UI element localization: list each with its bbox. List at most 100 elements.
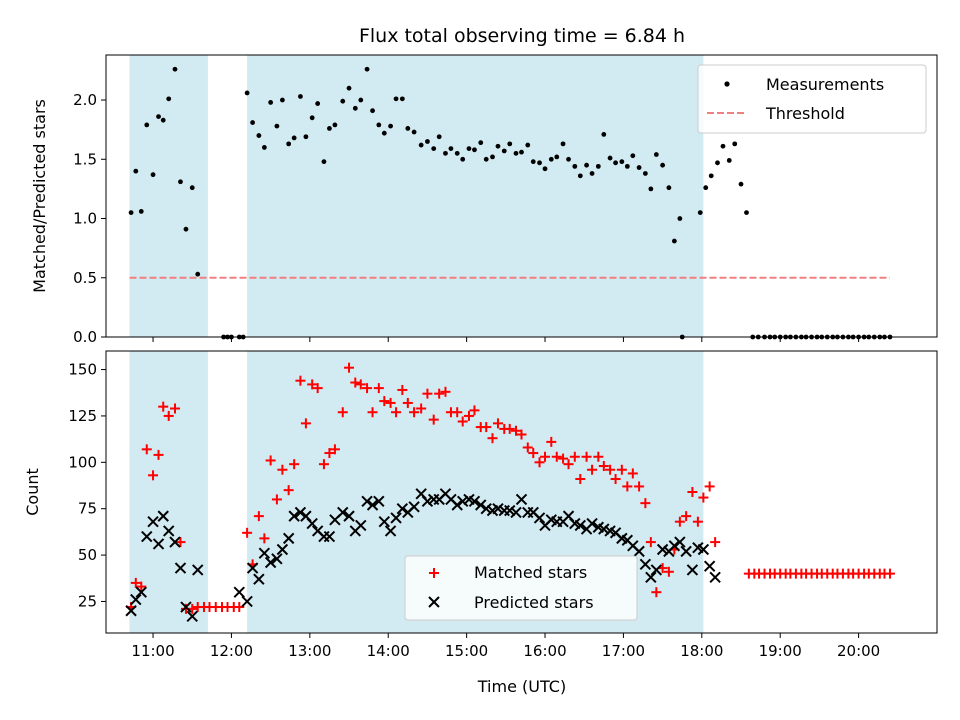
measurement-point xyxy=(589,171,595,176)
predicted-star-stroke xyxy=(306,517,318,530)
measurement-point xyxy=(653,152,659,157)
measurement-point xyxy=(636,165,642,170)
predicted-star-stroke xyxy=(366,499,379,511)
measurement-point xyxy=(298,94,303,99)
predicted-star-point xyxy=(456,495,469,507)
predicted-star-stroke xyxy=(343,510,355,522)
matched-star-point xyxy=(409,407,420,418)
predicted-star-stroke xyxy=(246,562,259,574)
predicted-star-stroke xyxy=(674,536,686,548)
predicted-star-point xyxy=(475,499,487,511)
measurement-point xyxy=(156,114,161,120)
predicted-star-point xyxy=(180,601,192,613)
bottom-legend: Matched stars Predicted stars xyxy=(404,555,638,621)
matched-star-point xyxy=(651,587,662,598)
measurement-point xyxy=(472,147,477,153)
predicted-star-stroke xyxy=(533,512,546,524)
measurement-point xyxy=(630,153,636,159)
predicted-star-stroke xyxy=(300,510,312,522)
matched-star-point xyxy=(153,449,164,460)
predicted-star-stroke xyxy=(323,530,336,543)
predicted-star-stroke xyxy=(233,586,245,598)
measurement-point xyxy=(744,210,749,215)
matched-star-point xyxy=(324,448,335,459)
predicted-star-stroke xyxy=(373,495,385,507)
predicted-star-point xyxy=(135,586,147,598)
measurement-point xyxy=(513,150,519,156)
predicted-star-stroke xyxy=(668,540,681,552)
measurement-point xyxy=(448,146,454,152)
measurement-point xyxy=(548,156,554,162)
predicted-star-point xyxy=(408,501,420,513)
measurement-point xyxy=(358,97,364,103)
predicted-star-stroke xyxy=(639,558,652,571)
measurement-point xyxy=(490,154,495,160)
x-tick-label: 14:00 xyxy=(367,642,410,660)
predicted-star-point xyxy=(492,502,504,515)
matched-star-point xyxy=(593,451,604,462)
measurement-point xyxy=(268,99,274,105)
measurement-point xyxy=(495,143,501,149)
matched-star-point xyxy=(440,386,451,397)
measurement-point xyxy=(291,135,297,141)
matched-star-point xyxy=(265,455,276,466)
predicted-star-point xyxy=(253,573,265,585)
legend-matched-label: Matched stars xyxy=(474,563,587,582)
predicted-star-stroke xyxy=(258,547,271,559)
measurement-point xyxy=(607,155,613,161)
measurement-point xyxy=(501,148,507,154)
matched-star-point xyxy=(511,425,522,436)
matched-star-point xyxy=(434,388,445,399)
matched-star-point xyxy=(581,451,592,462)
predicted-star-stroke xyxy=(439,488,452,500)
predicted-star-point xyxy=(378,515,391,528)
matched-star-point xyxy=(253,511,264,522)
matched-star-point xyxy=(704,481,715,492)
predicted-star-stroke xyxy=(147,515,159,528)
measurement-point xyxy=(732,141,738,147)
matched-star-point xyxy=(610,474,621,485)
predicted-star-point xyxy=(668,540,681,552)
x-tick-label: 15:00 xyxy=(445,642,488,660)
matched-star-point xyxy=(463,410,474,421)
predicted-star-stroke xyxy=(504,504,516,517)
predicted-star-stroke xyxy=(169,536,181,548)
matched-star-point xyxy=(558,453,569,464)
measurement-point xyxy=(286,141,292,147)
matched-star-point xyxy=(640,498,651,509)
matched-star-point xyxy=(136,581,147,592)
predicted-star-stroke xyxy=(703,560,716,572)
legend-matched-marker xyxy=(429,568,439,578)
predicted-star-stroke xyxy=(451,499,463,511)
predicted-star-point xyxy=(186,610,198,623)
matched-star-point xyxy=(271,494,282,505)
matched-star-point xyxy=(884,568,895,579)
measurement-point xyxy=(525,142,531,148)
measurement-point xyxy=(244,90,250,96)
predicted-star-stroke xyxy=(408,501,420,513)
measurement-point xyxy=(315,101,321,106)
matched-star-point xyxy=(622,481,633,492)
predicted-star-stroke xyxy=(515,493,528,506)
predicted-star-point xyxy=(157,510,169,522)
legend-predicted-marker xyxy=(428,596,440,608)
x-tick-label: 19:00 xyxy=(759,642,802,660)
legend-predicted-label: Predicted stars xyxy=(474,593,594,612)
predicted-star-stroke xyxy=(384,525,397,537)
predicted-star-stroke xyxy=(463,493,475,506)
predicted-star-point xyxy=(192,564,204,576)
predicted-star-stroke xyxy=(697,543,710,556)
measurement-point xyxy=(483,156,489,162)
predicted-star-stroke xyxy=(616,532,628,545)
predicted-star-point xyxy=(147,515,159,528)
predicted-star-point xyxy=(574,519,587,532)
matched-star-point xyxy=(337,407,348,418)
predicted-star-stroke xyxy=(627,540,639,552)
x-tick-label: 12:00 xyxy=(210,642,253,660)
matched-star-point xyxy=(350,377,361,388)
predicted-star-point xyxy=(241,595,253,608)
predicted-star-point xyxy=(480,502,492,515)
matched-star-point xyxy=(627,468,638,479)
matched-star-point xyxy=(522,442,533,453)
matched-star-point xyxy=(634,481,645,492)
